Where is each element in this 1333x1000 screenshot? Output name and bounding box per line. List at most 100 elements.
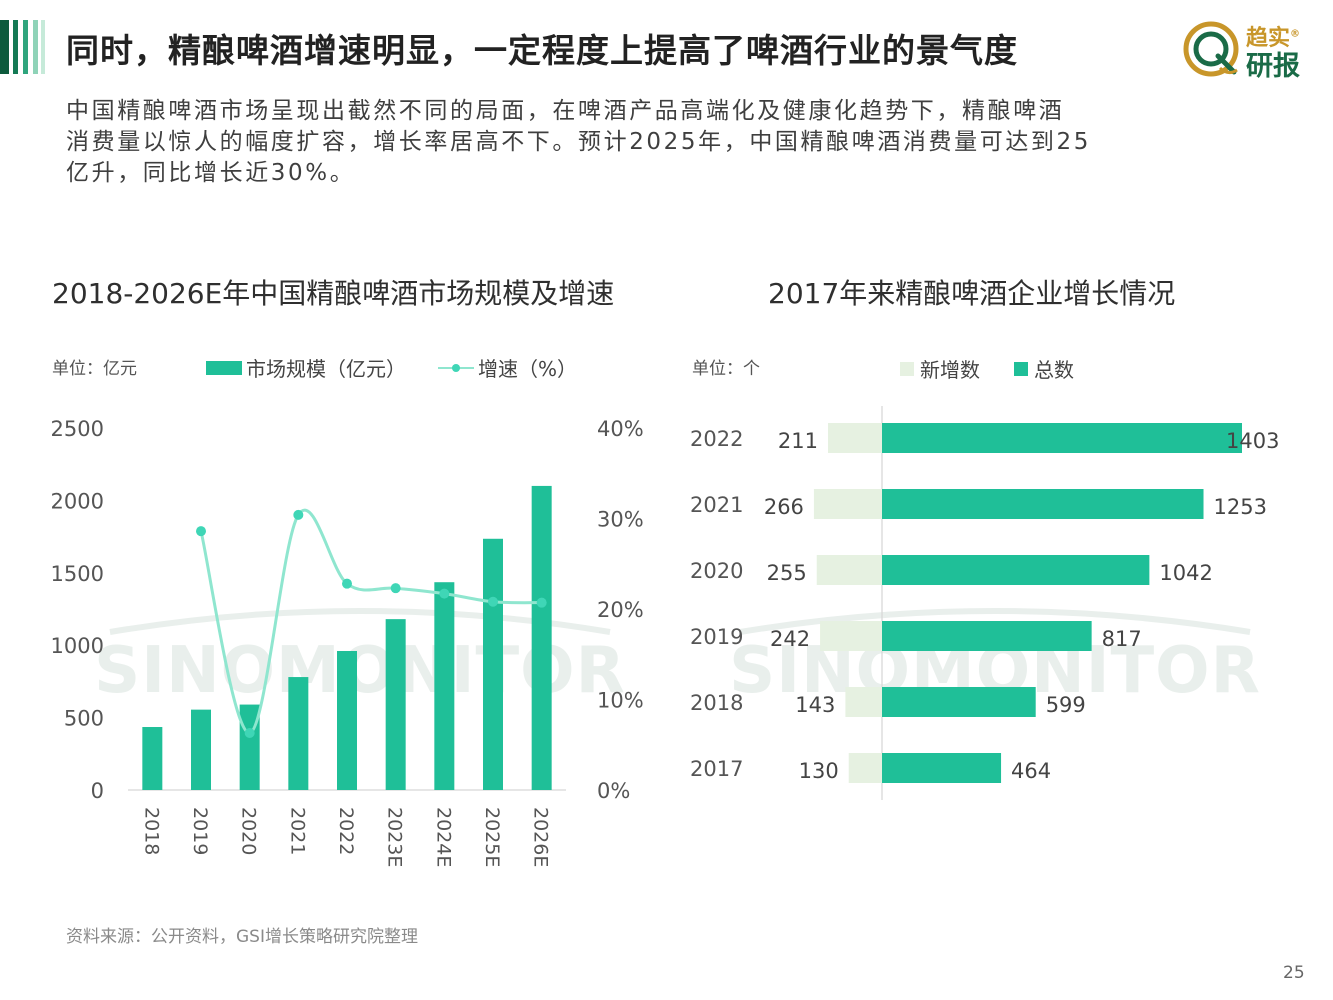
source-note: 资料来源：公开资料，GSI增长策略研究院整理 <box>66 927 418 947</box>
bar-new <box>813 489 882 519</box>
bar-new <box>820 621 882 651</box>
bar-market-size <box>483 538 503 790</box>
growth-rate-point <box>439 588 450 599</box>
y-right-tick-label: 20% <box>597 598 644 622</box>
data-label-new: 211 <box>778 429 818 453</box>
category-label: 2021 <box>690 493 743 517</box>
y-left-tick-label: 2000 <box>51 489 104 513</box>
data-label-new: 266 <box>764 495 804 519</box>
x-tick-label: 2020 <box>238 807 260 855</box>
x-tick-label: 2018 <box>140 807 162 855</box>
growth-rate-point <box>293 509 304 520</box>
watermark-arc <box>739 608 1251 635</box>
bar-market-size <box>191 709 211 790</box>
category-label: 2019 <box>690 625 743 649</box>
legend-item-market-size: 市场规模（亿元） <box>206 353 406 382</box>
bar-new <box>848 753 882 783</box>
legend-swatch <box>1014 361 1028 376</box>
accent-bar <box>13 20 18 74</box>
logo-q-icon <box>1183 21 1239 77</box>
category-label: 2017 <box>690 757 743 781</box>
y-right-tick-label: 30% <box>597 508 644 532</box>
unit-label: 单位：亿元 <box>52 359 137 379</box>
bar-new <box>816 555 882 585</box>
page-number: 25 <box>1283 963 1305 983</box>
x-tick-label: 2019 <box>189 807 211 855</box>
growth-rate-point <box>244 727 255 738</box>
x-tick-label: 2021 <box>286 807 308 855</box>
data-label-new: 143 <box>795 693 835 717</box>
logo-mark: ® <box>1290 28 1301 40</box>
category-label: 2022 <box>690 427 743 451</box>
bar-market-size <box>385 619 406 790</box>
data-label-total: 1042 <box>1159 561 1212 585</box>
bar-total <box>882 621 1092 651</box>
accent-bar <box>33 20 38 74</box>
legend-label: 新增数 <box>920 358 980 382</box>
x-tick-label: 2025E <box>481 807 503 867</box>
bar-market-size <box>531 485 552 790</box>
brand-logo: 趋实® 研报 <box>1180 18 1310 82</box>
accent-bar <box>41 20 45 74</box>
legend-swatch <box>900 361 914 376</box>
unit-label: 单位：个 <box>692 359 760 379</box>
bar-total <box>882 555 1150 585</box>
chart-title: 2017年来精酿啤酒企业增长情况 <box>768 277 1176 310</box>
bar-market-size <box>434 582 455 790</box>
bar-total <box>882 753 1002 783</box>
bar-market-size <box>337 650 357 790</box>
bar-new <box>845 687 882 717</box>
y-right-tick-label: 0% <box>597 779 630 803</box>
bar-total <box>882 423 1242 453</box>
y-left-tick-label: 1000 <box>51 634 104 658</box>
accent-bar <box>23 20 28 74</box>
y-right-tick-label: 10% <box>597 689 644 713</box>
y-right-tick-label: 40% <box>597 417 644 441</box>
growth-rate-point <box>196 526 206 537</box>
intro-line: 中国精酿啤酒市场呈现出截然不同的局面，在啤酒产品高端化及健康化趋势下，精酿啤酒 <box>66 98 1065 124</box>
y-left-tick-label: 500 <box>64 707 104 731</box>
data-label-total: 1253 <box>1214 495 1267 519</box>
bar-new <box>828 423 882 453</box>
x-tick-label: 2026E <box>530 807 552 867</box>
y-left-tick-label: 0 <box>91 779 104 803</box>
bar-total <box>882 687 1036 717</box>
growth-rate-point <box>488 596 498 607</box>
legend-label: 增速（%） <box>478 357 578 381</box>
growth-rate-point <box>342 578 352 589</box>
logo-text: 研报 <box>1246 51 1300 82</box>
category-label: 2018 <box>690 691 743 715</box>
growth-rate-point <box>390 583 401 594</box>
intro-paragraph: 中国精酿啤酒市场呈现出截然不同的局面，在啤酒产品高端化及健康化趋势下，精酿啤酒 … <box>66 96 1266 189</box>
bar-market-size <box>288 677 309 790</box>
x-tick-label: 2024E <box>432 807 454 867</box>
chart-title: 2018-2026E年中国精酿啤酒市场规模及增速 <box>52 277 615 310</box>
legend-label: 市场规模（亿元） <box>246 357 406 381</box>
bar-market-size <box>142 727 163 790</box>
legend-item-new: 新增数 <box>900 354 980 383</box>
growth-rate-point <box>536 597 547 608</box>
logo-text: 趋实 <box>1246 26 1291 51</box>
page-title: 同时，精酿啤酒增速明显，一定程度上提高了啤酒行业的景气度 <box>66 31 1018 70</box>
data-label-new: 255 <box>767 561 807 585</box>
legend-item-growth-rate: 增速（%） <box>438 353 577 382</box>
x-tick-label: 2023E <box>384 807 406 867</box>
data-label-new: 130 <box>799 759 839 783</box>
data-label-total: 464 <box>1011 759 1051 783</box>
intro-line: 消费量以惊人的幅度扩容，增长率居高不下。预计2025年，中国精酿啤酒消费量可达到… <box>66 129 1091 155</box>
x-tick-label: 2022 <box>335 807 357 855</box>
data-label-new: 242 <box>770 627 810 651</box>
legend-label: 总数 <box>1034 358 1074 382</box>
legend-swatch <box>206 360 242 375</box>
data-label-total: 599 <box>1046 693 1086 717</box>
category-label: 2020 <box>690 559 743 583</box>
accent-bar <box>0 20 9 74</box>
legend-item-total: 总数 <box>1014 354 1074 383</box>
y-left-tick-label: 2500 <box>51 417 104 441</box>
y-left-tick-label: 1500 <box>51 562 104 586</box>
bar-total <box>882 489 1204 519</box>
data-label-total: 817 <box>1102 627 1142 651</box>
intro-line: 亿升，同比增长近30%。 <box>66 160 356 186</box>
legend-swatch <box>438 361 474 375</box>
